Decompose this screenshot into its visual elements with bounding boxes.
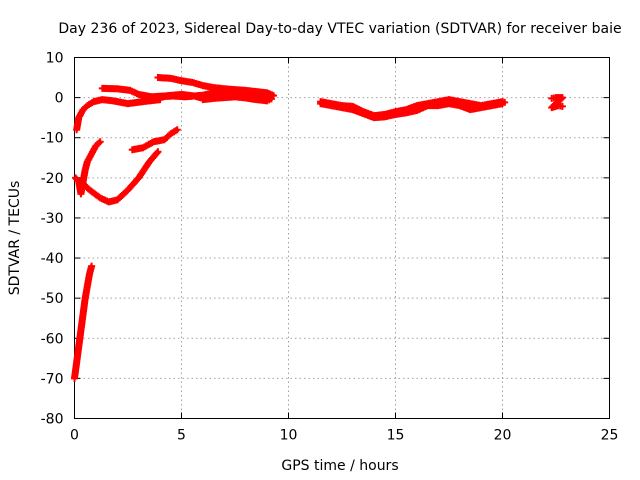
grid-lines <box>74 57 610 419</box>
y-tick-label: 10 <box>46 51 64 67</box>
y-tick-label: 0 <box>55 91 64 107</box>
x-tick-label: 15 <box>387 428 405 444</box>
y-tick-label: -50 <box>41 291 64 307</box>
axis-ticks <box>74 57 610 419</box>
data-point <box>267 95 275 103</box>
y-tick-label: -70 <box>41 371 64 387</box>
y-tick-label: -10 <box>41 131 64 147</box>
y-tick-label: -60 <box>41 331 64 347</box>
data-point <box>88 262 96 270</box>
x-axis-label: GPS time / hours <box>281 458 398 474</box>
x-tick-label: 20 <box>494 428 512 444</box>
y-tick-label: -40 <box>41 251 64 267</box>
data-points <box>71 74 566 382</box>
y-axis-label: SDTVAR / TECUs <box>7 181 23 296</box>
x-tick-label: 25 <box>601 428 619 444</box>
data-point <box>558 102 566 110</box>
x-tick-labels: 0 5 10 15 20 25 <box>70 428 618 444</box>
y-tick-label: -30 <box>41 211 64 227</box>
data-point <box>501 98 509 106</box>
y-tick-label: -80 <box>41 412 64 428</box>
x-tick-label: 0 <box>70 428 79 444</box>
data-point <box>173 126 181 134</box>
data-point <box>96 138 104 146</box>
chart-title: Day 236 of 2023, Sidereal Day-to-day VTE… <box>58 21 621 37</box>
y-tick-labels: -80 -70 -60 -50 -40 -30 -20 -10 0 10 <box>41 51 64 428</box>
y-tick-label: -20 <box>41 171 64 187</box>
data-point <box>153 149 161 157</box>
plot-frame <box>74 57 610 419</box>
data-point <box>154 148 162 156</box>
x-tick-label: 10 <box>280 428 298 444</box>
x-tick-label: 5 <box>177 428 186 444</box>
